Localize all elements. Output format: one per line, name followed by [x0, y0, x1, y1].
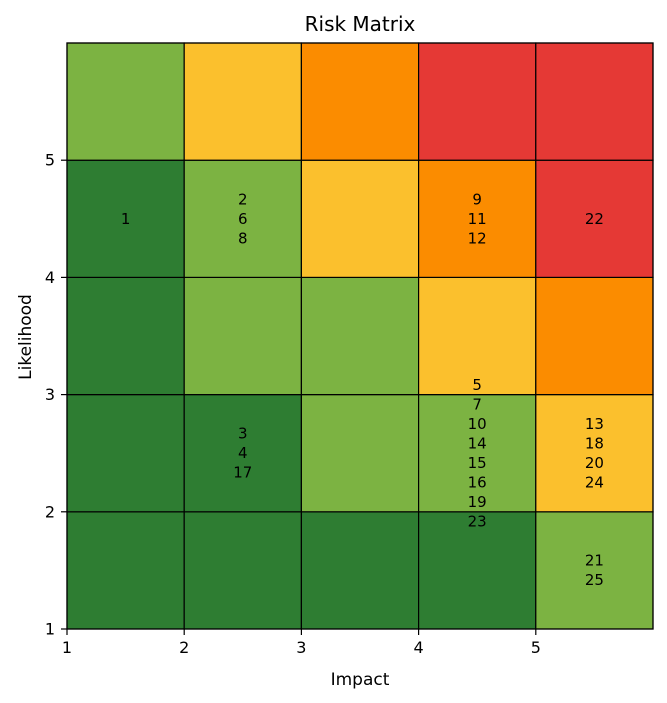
risk-label-20: 20	[585, 454, 604, 472]
y-tick-label-5: 5	[45, 151, 55, 170]
matrix-cell-4-4	[418, 159, 537, 278]
y-tick-label-4: 4	[45, 268, 55, 287]
matrix-cell-1-1	[66, 511, 185, 630]
matrix-cell-3-1	[300, 511, 420, 630]
risk-label-14: 14	[468, 434, 487, 452]
risk-label-1: 1	[121, 210, 131, 228]
matrix-cell-1-5	[66, 42, 185, 161]
risk-label-6: 6	[238, 210, 248, 228]
risk-label-12: 12	[468, 229, 487, 247]
y-tick-label-2: 2	[45, 502, 55, 521]
risk-label-18: 18	[585, 434, 604, 452]
matrix-cell-5-2	[535, 394, 654, 513]
matrix-cell-1-4	[66, 159, 185, 278]
matrix-cell-3-2	[300, 394, 420, 513]
risk-label-3: 3	[238, 425, 248, 443]
x-axis: 1 2 3 4 5	[62, 629, 541, 657]
y-tick-label-3: 3	[45, 385, 55, 404]
risk-label-8: 8	[238, 229, 248, 247]
cell-labels-layer: 2125341757101415161923131820241268911122…	[121, 190, 604, 589]
matrix-cell-4-5	[418, 42, 537, 161]
risk-label-24: 24	[585, 473, 604, 491]
risk-label-11: 11	[468, 210, 487, 228]
matrix-cell-3-4	[300, 159, 420, 278]
x-tick-label-1: 1	[62, 638, 72, 657]
risk-label-25: 25	[585, 571, 604, 589]
matrix-cell-1-2	[66, 394, 185, 513]
matrix-cell-2-5	[183, 42, 302, 161]
y-tick-label-1: 1	[45, 620, 55, 639]
risk-label-9: 9	[472, 190, 482, 208]
risk-label-5: 5	[472, 376, 482, 394]
x-axis-label: Impact	[331, 670, 390, 690]
matrix-cell-4-3	[418, 276, 537, 396]
risk-label-23: 23	[468, 512, 487, 530]
x-tick-label-2: 2	[179, 638, 189, 657]
matrix-cell-2-1	[183, 511, 302, 630]
matrix-cell-1-3	[66, 276, 185, 396]
risk-label-13: 13	[585, 415, 604, 433]
x-tick-label-3: 3	[296, 638, 306, 657]
x-tick-label-4: 4	[414, 638, 424, 657]
y-axis-label: Likelihood	[16, 294, 36, 380]
matrix-cell-4-2	[418, 394, 537, 513]
risk-label-17: 17	[233, 464, 252, 482]
risk-label-4: 4	[238, 444, 248, 462]
cells-layer	[66, 42, 654, 630]
risk-label-15: 15	[468, 454, 487, 472]
risk-label-10: 10	[468, 415, 487, 433]
risk-label-2: 2	[238, 190, 248, 208]
matrix-cell-2-3	[183, 276, 302, 396]
risk-label-7: 7	[472, 395, 482, 413]
risk-label-16: 16	[468, 473, 487, 491]
chart-title: Risk Matrix	[305, 12, 416, 36]
matrix-cell-2-4	[183, 159, 302, 278]
plot-frame	[66, 42, 654, 630]
matrix-cell-3-3	[300, 276, 420, 396]
matrix-cell-4-1	[418, 511, 537, 630]
matrix-cell-5-3	[535, 276, 654, 396]
matrix-cell-5-1	[535, 511, 654, 630]
y-axis: 1 2 3 4 5	[45, 151, 67, 639]
matrix-cell-5-4	[535, 159, 654, 278]
risk-label-19: 19	[468, 493, 487, 511]
x-tick-label-5: 5	[531, 638, 541, 657]
matrix-cell-5-5	[535, 42, 654, 161]
risk-label-21: 21	[585, 552, 604, 570]
matrix-cell-3-5	[300, 42, 420, 161]
risk-label-22: 22	[585, 210, 604, 228]
